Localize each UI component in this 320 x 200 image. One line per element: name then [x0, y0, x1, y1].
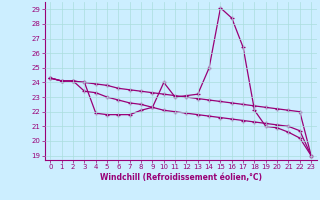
- X-axis label: Windchill (Refroidissement éolien,°C): Windchill (Refroidissement éolien,°C): [100, 173, 262, 182]
